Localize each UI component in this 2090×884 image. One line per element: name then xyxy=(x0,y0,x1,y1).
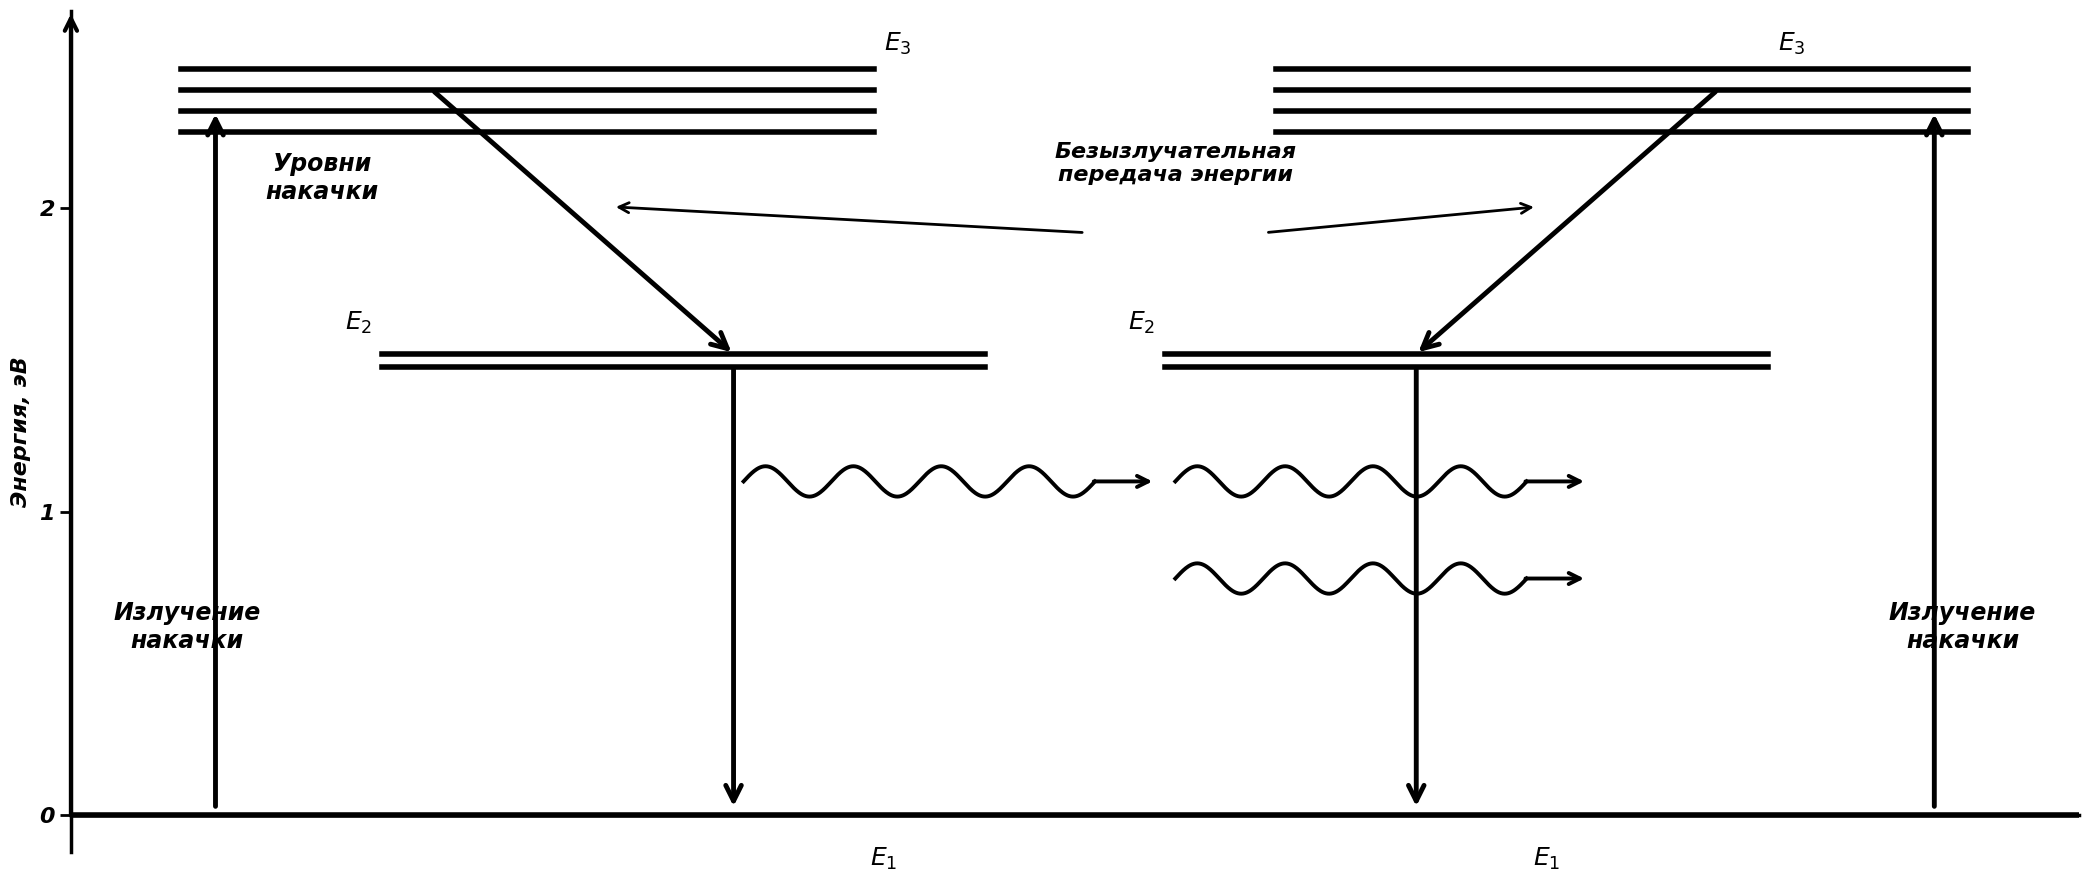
Text: Излучение
накачки: Излучение накачки xyxy=(1889,601,2036,653)
Text: $E_2$: $E_2$ xyxy=(345,309,372,336)
Text: $E_3$: $E_3$ xyxy=(1779,30,1806,57)
Text: Уровни
накачки: Уровни накачки xyxy=(265,152,378,204)
Text: Излучение
накачки: Излучение накачки xyxy=(113,601,261,653)
Text: Безызлучательная
передача энергии: Безызлучательная передача энергии xyxy=(1053,141,1296,185)
Y-axis label: Энергия, эВ: Энергия, эВ xyxy=(10,356,31,507)
Text: $E_1$: $E_1$ xyxy=(872,845,899,872)
Text: $E_3$: $E_3$ xyxy=(884,30,911,57)
Text: $E_2$: $E_2$ xyxy=(1129,309,1156,336)
Text: $E_1$: $E_1$ xyxy=(1534,845,1561,872)
